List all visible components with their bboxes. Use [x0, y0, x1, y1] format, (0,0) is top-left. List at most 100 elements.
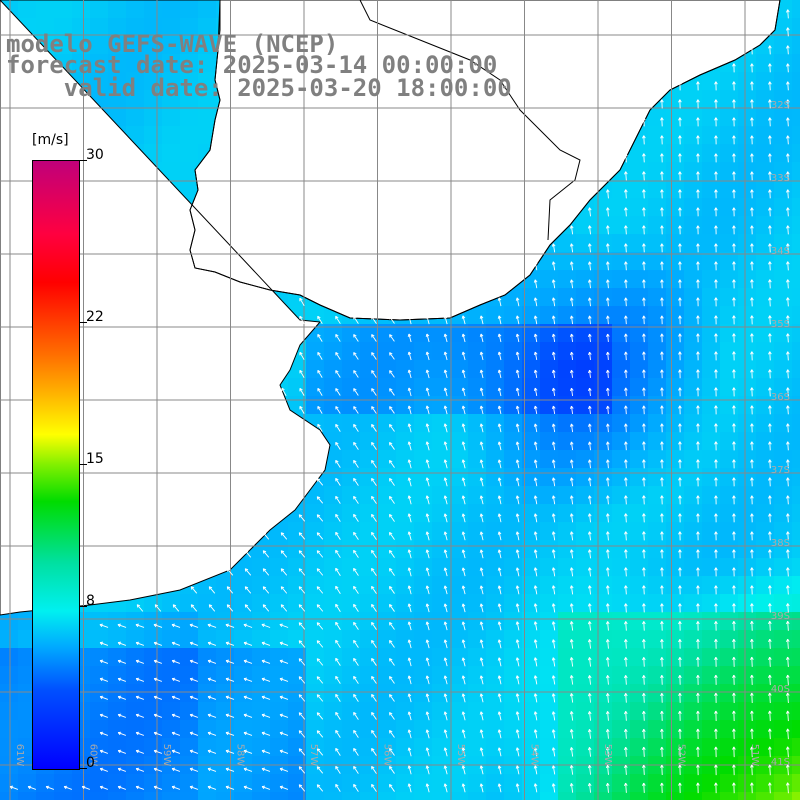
speed-cell: [612, 468, 631, 487]
wind-arrow: [732, 225, 736, 235]
lat-label: 41S: [771, 757, 790, 768]
wind-arrow: [533, 459, 538, 469]
speed-cell: [684, 360, 703, 379]
speed-cell: [630, 666, 649, 685]
speed-cell: [666, 648, 685, 667]
speed-cell: [162, 108, 181, 127]
speed-cell: [414, 450, 433, 469]
wind-arrow: [750, 297, 754, 307]
wind-arrow: [714, 171, 718, 181]
speed-cell: [198, 108, 217, 127]
speed-cell: [108, 90, 127, 109]
speed-cell: [72, 792, 91, 800]
speed-cell: [576, 612, 595, 631]
speed-cell: [792, 126, 800, 145]
speed-cell: [558, 774, 577, 793]
speed-cell: [756, 144, 775, 163]
wind-arrow: [786, 279, 790, 289]
speed-cell: [702, 504, 721, 523]
speed-cell: [720, 432, 739, 451]
speed-cell: [414, 558, 433, 577]
speed-cell: [270, 666, 289, 685]
speed-cell: [792, 342, 800, 361]
wind-arrow: [660, 99, 664, 109]
speed-cell: [180, 738, 199, 757]
speed-cell: [684, 432, 703, 451]
wind-arrow: [642, 333, 646, 343]
speed-cell: [36, 18, 55, 37]
speed-cell: [792, 324, 800, 343]
speed-cell: [342, 558, 361, 577]
speed-cell: [792, 360, 800, 379]
speed-cell: [630, 144, 649, 163]
speed-cell: [72, 36, 91, 55]
speed-cell: [216, 684, 235, 703]
wind-arrow: [786, 99, 790, 109]
wind-arrow: [371, 424, 377, 432]
wind-arrow: [678, 369, 682, 379]
lat-label: 33S: [771, 173, 790, 184]
speed-cell: [396, 396, 415, 415]
speed-cell: [702, 540, 721, 559]
wind-arrow: [533, 333, 538, 343]
speed-cell: [630, 540, 649, 559]
wind-arrow: [317, 333, 323, 342]
speed-cell: [306, 396, 325, 415]
speed-cell: [180, 792, 199, 800]
wind-arrow: [461, 369, 466, 379]
speed-cell: [450, 666, 469, 685]
speed-cell: [648, 540, 667, 559]
speed-cell: [630, 432, 649, 451]
wind-arrow: [714, 117, 718, 127]
speed-cell: [144, 666, 163, 685]
wind-arrow: [678, 441, 682, 451]
speed-cell: [648, 612, 667, 631]
speed-cell: [792, 630, 800, 649]
speed-cell: [90, 54, 109, 73]
wind-arrow: [750, 405, 754, 415]
speed-cell: [612, 774, 631, 793]
speed-cell: [576, 414, 595, 433]
wind-arrow: [425, 405, 430, 415]
wind-arrow: [768, 171, 772, 181]
speed-cell: [738, 378, 757, 397]
speed-cell: [720, 738, 739, 757]
speed-cell: [666, 684, 685, 703]
speed-cell: [504, 432, 523, 451]
speed-cell: [504, 684, 523, 703]
speed-cell: [702, 378, 721, 397]
wind-arrow: [696, 405, 700, 415]
wind-arrow: [497, 441, 502, 451]
wind-arrow: [605, 261, 610, 271]
lon-label: 51W: [749, 744, 760, 767]
speed-cell: [738, 342, 757, 361]
speed-cell: [180, 54, 199, 73]
speed-cell: [540, 360, 559, 379]
speed-cell: [468, 702, 487, 721]
wind-arrow: [551, 261, 556, 271]
speed-cell: [486, 774, 505, 793]
speed-cell: [702, 792, 721, 800]
colorbar-tick-label: 22: [86, 309, 104, 326]
wind-arrow: [786, 243, 790, 253]
speed-cell: [576, 306, 595, 325]
speed-cell: [216, 648, 235, 667]
speed-cell: [504, 666, 523, 685]
wind-arrow: [461, 315, 466, 325]
speed-cell: [90, 702, 109, 721]
wind-arrow: [696, 369, 700, 379]
lon-label: 57W: [308, 744, 319, 767]
speed-cell: [342, 630, 361, 649]
wind-arrow: [642, 225, 646, 235]
wind-arrow: [479, 459, 484, 469]
speed-cell: [594, 774, 613, 793]
wind-arrow: [696, 387, 700, 397]
wind-arrow: [624, 297, 628, 307]
speed-cell: [432, 540, 451, 559]
speed-cell: [450, 630, 469, 649]
wind-arrow: [732, 423, 736, 433]
speed-cell: [684, 234, 703, 253]
wind-arrow: [624, 387, 628, 397]
speed-cell: [342, 450, 361, 469]
speed-cell: [216, 702, 235, 721]
